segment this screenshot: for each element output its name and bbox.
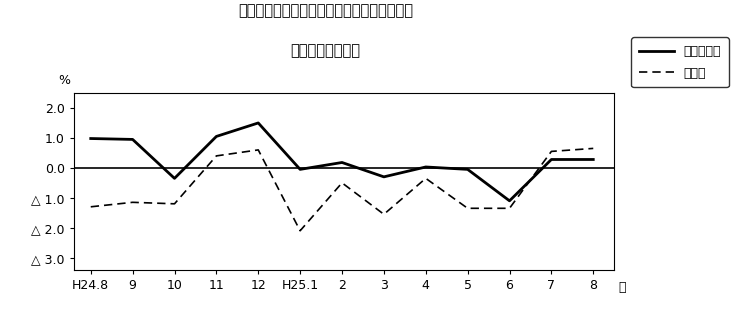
- Text: %: %: [58, 74, 70, 87]
- Text: 第３図　常用雇用指数　対前年同月比の推移: 第３図 常用雇用指数 対前年同月比の推移: [238, 3, 413, 18]
- Text: （規横５人以上）: （規横５人以上）: [291, 43, 360, 58]
- Legend: 調査産業計, 製造業: 調査産業計, 製造業: [631, 38, 729, 87]
- Text: 月: 月: [619, 281, 626, 294]
